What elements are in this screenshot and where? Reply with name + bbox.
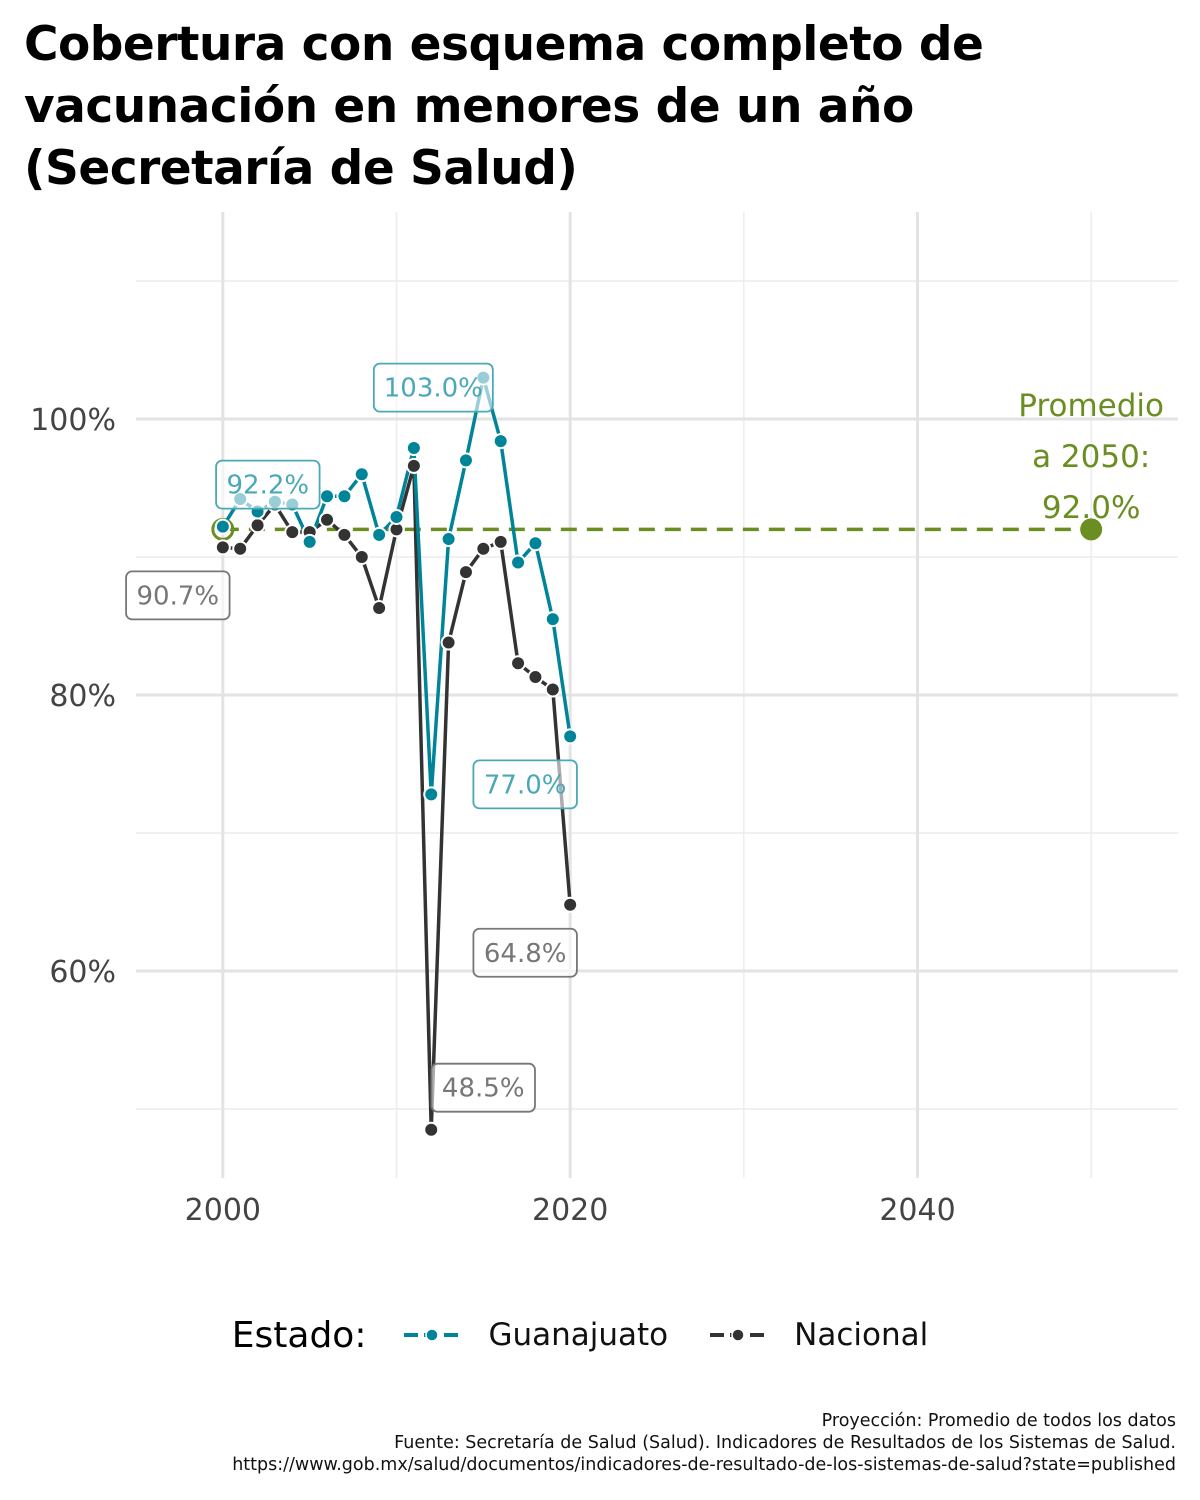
average-annotation: 92.0% xyxy=(1042,490,1140,526)
data-label-box xyxy=(472,927,578,978)
data-point-guanajuato xyxy=(440,531,457,548)
data-label-text: 48.5% xyxy=(442,1074,525,1104)
legend-label-guanajuato: Guanajuato xyxy=(488,1317,669,1353)
data-point-guanajuato xyxy=(527,535,544,552)
legend-item-guanajuato: Guanajuato xyxy=(402,1317,668,1353)
legend-title: Estado: xyxy=(231,1314,367,1356)
data-label: 103.0% xyxy=(372,362,494,413)
data-label-box xyxy=(372,362,494,413)
data-point-nacional xyxy=(423,1121,440,1138)
data-label-text: 103.0% xyxy=(384,374,483,404)
data-point-nacional xyxy=(440,634,457,651)
data-point-nacional xyxy=(457,564,474,581)
data-point-nacional xyxy=(353,549,370,565)
data-point-guanajuato xyxy=(492,433,509,450)
data-point-guanajuato xyxy=(510,554,527,571)
data-label-text: 92.2% xyxy=(227,471,310,501)
data-point-nacional xyxy=(249,517,266,534)
data-point-nacional xyxy=(492,533,509,550)
data-point-nacional xyxy=(214,539,231,556)
caption: Proyección: Promedio de todos los datos … xyxy=(232,1410,1176,1476)
data-point-nacional xyxy=(232,540,249,557)
x-tick-label: 2020 xyxy=(532,1193,608,1228)
x-tick-label: 2040 xyxy=(879,1193,955,1228)
chart-title-line: (Secretaría de Salud) xyxy=(24,141,578,196)
x-tick-label: 2000 xyxy=(185,1193,261,1228)
data-label: 90.7% xyxy=(125,570,231,621)
chart-title: Cobertura con esquema completo de vacuna… xyxy=(24,14,1174,200)
chart-title-line: Cobertura con esquema completo de xyxy=(24,17,984,72)
legend-key-guanajuato xyxy=(404,1328,461,1342)
data-label-box xyxy=(472,759,578,810)
legend-item-nacional: Nacional xyxy=(708,1317,928,1353)
average-annotation: Promedio xyxy=(1018,388,1164,424)
caption-line: Proyección: Promedio de todos los datos xyxy=(821,1411,1176,1431)
data-point-nacional xyxy=(527,669,544,686)
data-label-box xyxy=(430,1062,536,1113)
data-point-guanajuato xyxy=(214,518,231,535)
data-point-nacional xyxy=(475,540,492,557)
data-point-guanajuato xyxy=(457,452,474,469)
data-point-nacional xyxy=(544,681,561,698)
data-point-guanajuato xyxy=(388,508,405,525)
y-tick-label: 80% xyxy=(49,679,116,714)
line-chart: 60% 80% 100% 2000 2020 2040 Promedio a 2050: 92.… xyxy=(30,212,1178,1228)
data-point-guanajuato xyxy=(423,786,440,803)
data-label: 64.8% xyxy=(472,927,578,978)
average-annotation: a 2050: xyxy=(1032,439,1150,475)
data-label: 77.0% xyxy=(472,759,578,810)
data-label-box xyxy=(215,459,321,510)
y-tick-label: 60% xyxy=(49,955,116,990)
data-point-nacional xyxy=(336,526,353,543)
data-point-guanajuato xyxy=(544,611,561,628)
data-point-guanajuato xyxy=(562,728,579,745)
caption-line: https://www.gob.mx/salud/documentos/indi… xyxy=(232,1455,1176,1475)
chart-title-line: vacunación en menores de un año xyxy=(24,79,914,134)
caption-line: Fuente: Secretaría de Salud (Salud). Ind… xyxy=(394,1433,1176,1453)
data-point-nacional xyxy=(510,655,527,672)
data-point-nacional xyxy=(371,600,388,617)
data-point-guanajuato xyxy=(336,488,353,505)
data-point-guanajuato xyxy=(405,439,422,456)
y-tick-label: 100% xyxy=(30,403,116,438)
data-point-guanajuato xyxy=(371,526,388,543)
data-point-guanajuato xyxy=(301,533,318,550)
data-point-nacional xyxy=(284,524,301,541)
legend-key-nacional xyxy=(710,1328,767,1342)
data-label-text: 90.7% xyxy=(137,581,220,611)
legend: Estado: Guanajuato Nacional xyxy=(0,1305,1200,1365)
data-label-text: 64.8% xyxy=(484,939,567,969)
data-point-nacional xyxy=(405,457,422,474)
average-end-point xyxy=(1080,518,1103,541)
data-label: 48.5% xyxy=(430,1062,536,1113)
data-point-nacional xyxy=(562,896,579,913)
data-point-nacional xyxy=(319,511,336,528)
data-point-guanajuato xyxy=(353,466,370,483)
data-label: 92.2% xyxy=(215,459,321,510)
data-point-guanajuato xyxy=(319,488,336,505)
legend-label-nacional: Nacional xyxy=(794,1317,929,1353)
data-label-box xyxy=(125,570,231,621)
data-label-text: 77.0% xyxy=(484,770,567,800)
